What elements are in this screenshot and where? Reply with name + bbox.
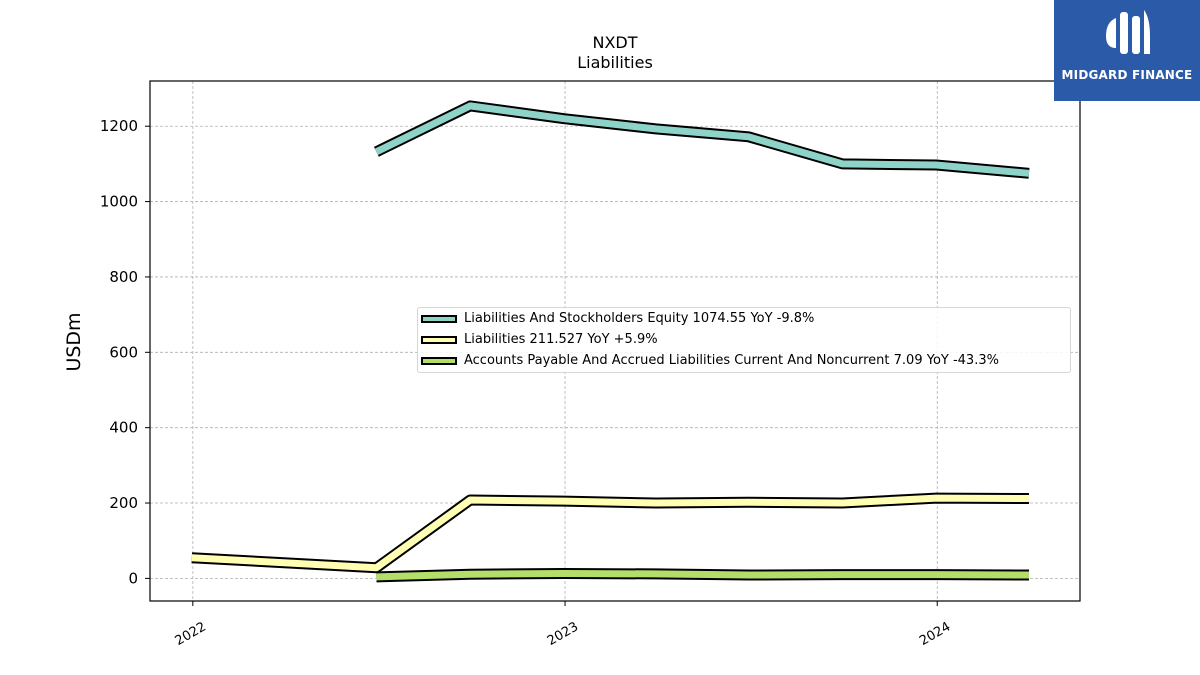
legend-swatch xyxy=(421,336,457,344)
y-tick-label: 200 xyxy=(109,494,138,512)
x-tick-label: 2023 xyxy=(545,619,581,649)
y-axis-label: USDm xyxy=(63,312,85,371)
series-line xyxy=(191,494,1030,572)
brand-logo: MIDGARD FINANCE xyxy=(1054,0,1200,101)
legend-swatch xyxy=(421,315,457,323)
logo-mark-icon xyxy=(1106,10,1150,54)
y-tick-label: 400 xyxy=(109,419,138,437)
series-line xyxy=(376,570,1030,581)
plot-frame xyxy=(149,80,1081,602)
chart-title: NXDT xyxy=(592,33,637,52)
chart-subtitle: Liabilities xyxy=(577,53,653,72)
series-layer xyxy=(191,100,1030,583)
series-line-outline xyxy=(191,492,1030,574)
legend-label: Accounts Payable And Accrued Liabilities… xyxy=(464,353,999,368)
logo-text: MIDGARD FINANCE xyxy=(1061,68,1193,82)
x-tick-label: 2024 xyxy=(917,619,953,649)
y-tick-label: 1200 xyxy=(100,117,138,135)
x-tick-label: 2022 xyxy=(173,619,209,649)
y-tick-label: 600 xyxy=(109,343,138,361)
y-tick-label: 800 xyxy=(109,268,138,286)
y-tick-label: 1000 xyxy=(100,193,138,211)
legend-swatch xyxy=(421,357,457,365)
legend-label: Liabilities And Stockholders Equity 1074… xyxy=(464,311,815,326)
legend-label: Liabilities 211.527 YoY +5.9% xyxy=(464,332,658,347)
axes-layer: 0 200 400 600 800 1000 1200 2022 2023 2024 xyxy=(100,80,1081,649)
chart-legend: Liabilities And Stockholders Equity 1074… xyxy=(417,307,1071,373)
y-tick-label: 0 xyxy=(128,569,138,587)
series-line xyxy=(374,102,1030,177)
